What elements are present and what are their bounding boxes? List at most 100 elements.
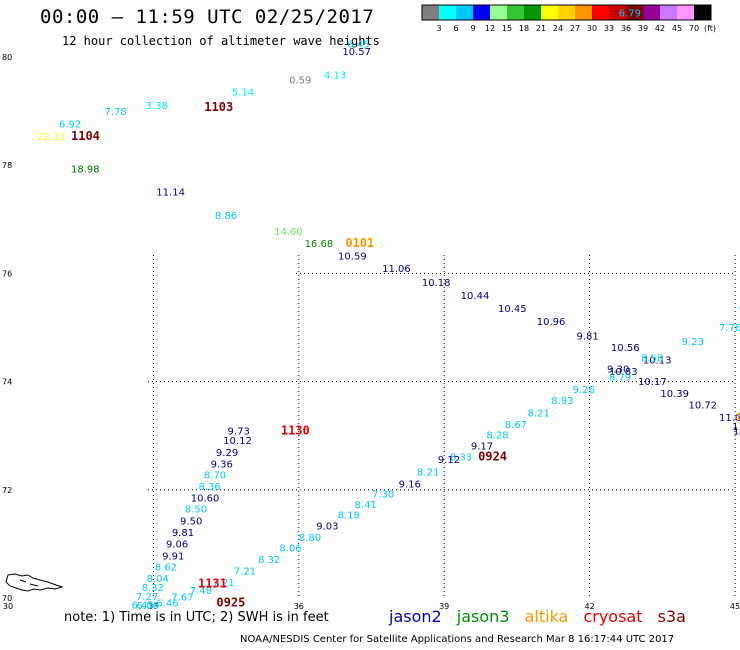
wave-height-label: 7.21 <box>213 578 235 589</box>
colorbar-swatch-8 <box>558 5 575 20</box>
wave-height-label: 8.04 <box>147 574 169 585</box>
wave-height-label: 10.13 <box>643 355 672 366</box>
wave-height-label: 10.45 <box>498 304 527 315</box>
wave-height-label: 8.41 <box>355 500 377 511</box>
colorbar-swatch-0 <box>422 5 439 20</box>
map-title: 00:00 – 11:59 UTC 02/25/2017 <box>40 6 375 28</box>
colorbar-swatch-9 <box>575 5 592 20</box>
wave-height-label: 7.78 <box>104 107 126 118</box>
wave-height-label: 0.59 <box>289 76 311 87</box>
wave-height-label: 9.03 <box>316 522 338 533</box>
wave-height-label: 10.57 <box>342 47 371 58</box>
colorbar-tick-label: 6 <box>453 24 458 33</box>
wave-height-label: 11.6 <box>732 422 740 433</box>
wave-height-label: 9.36 <box>211 459 233 470</box>
wave-height-label: 7.8 <box>738 307 740 318</box>
colorbar-swatch-11 <box>609 5 626 20</box>
wave-height-label: 8.50 <box>185 505 207 516</box>
wave-height-label: 9.81 <box>577 332 599 343</box>
wave-height-label: 6.92 <box>59 120 81 131</box>
wave-height-label: 9.91 <box>162 551 184 562</box>
x-tick-label: 39 <box>439 602 449 611</box>
colorbar-swatch-15 <box>677 5 694 20</box>
pass-time-label: 0 <box>737 410 740 424</box>
wave-height-label: 8.58 <box>641 353 663 364</box>
wave-height-label: 10.17 <box>638 377 667 388</box>
colorbar-swatch-4 <box>490 5 507 20</box>
coastline-outline <box>5 573 64 592</box>
wave-height-label: 8.67 <box>505 420 527 431</box>
legend-s3a: s3a <box>657 607 686 626</box>
wave-height-label: 11.63 <box>733 426 740 437</box>
pass-time-label: 0924 <box>478 449 507 463</box>
colorbar-tick-label: 45 <box>672 24 682 33</box>
wave-height-label: 10.56 <box>611 343 640 354</box>
wave-height-label: 8.70 <box>204 471 226 482</box>
wave-height-label: 10.12 <box>223 436 252 447</box>
colorbar-swatch-16 <box>694 5 711 20</box>
wave-height-label: 8.36 <box>198 482 220 493</box>
pass-time-label: 1131 <box>198 576 227 590</box>
wave-height-label: 3.38 <box>146 101 168 112</box>
wave-height-label: 7.30 <box>372 490 394 501</box>
x-tick-label: 30 <box>3 602 13 611</box>
wave-height-label: 8.80 <box>299 533 321 544</box>
wave-height-label: 8.33 <box>450 452 472 463</box>
pass-time-label: 1103 <box>204 100 233 114</box>
wave-height-label: 9.06 <box>166 539 188 550</box>
wave-height-label: 8.28 <box>486 431 508 442</box>
wave-height-label: 6.79 <box>619 9 641 20</box>
wave-height-label: 9.17 <box>471 441 493 452</box>
wave-height-label: 8.18 <box>338 511 360 522</box>
wave-height-label: 7.48 <box>190 586 212 597</box>
credit-line: NOAA/NESDIS Center for Satellite Applica… <box>240 634 675 645</box>
legend-jason2: jason2 <box>389 607 442 626</box>
wave-height-label: 10.72 <box>688 400 717 411</box>
footer-note: note: 1) Time is in UTC; 2) SWH is in fe… <box>64 610 329 625</box>
legend-altika: altika <box>524 607 569 626</box>
colorbar-swatch-13 <box>643 5 660 20</box>
wave-height-label: 8.06 <box>279 544 301 555</box>
wave-height-label: 9.73 <box>228 426 250 437</box>
colorbar-swatch-2 <box>456 5 473 20</box>
wave-height-label: 10.60 <box>191 493 220 504</box>
wave-height-label: 16.68 <box>305 239 334 250</box>
colorbar-frame <box>421 4 712 21</box>
x-tick-label: 36 <box>294 602 304 611</box>
wave-height-colorbar: 3 6 9 12 15 18 21 24 27 30 33 36 39 42 45 70 (ft) <box>421 4 716 33</box>
colorbar-tick-label: 30 <box>587 24 597 33</box>
x-tick-label: 45 <box>730 602 740 611</box>
wave-height-label: 10.39 <box>660 389 689 400</box>
y-tick-label: 78 <box>2 161 12 170</box>
wave-height-label: 9.30 <box>607 365 629 376</box>
wave-height-label: 10.18 <box>422 278 451 289</box>
wave-height-label: 14.60 <box>274 227 303 238</box>
colorbar-unit: (ft) <box>704 24 716 33</box>
y-tick-label: 74 <box>2 378 12 387</box>
colorbar-tick-label: 24 <box>553 24 563 33</box>
wave-height-label: 10.96 <box>537 317 566 328</box>
colorbar-tick-label: 9 <box>470 24 475 33</box>
wave-height-label: 4.13 <box>324 70 346 81</box>
colorbar-tick-label: 18 <box>519 24 529 33</box>
wave-height-label: 9.23 <box>682 337 704 348</box>
satellite-legend: jason2 jason3 altika cryosat s3a <box>389 607 696 626</box>
y-tick-label: 80 <box>2 53 12 62</box>
wave-height-label: 7.76 <box>719 323 740 334</box>
colorbar-tick-label: 12 <box>485 24 495 33</box>
colorbar-tick-label: 39 <box>638 24 648 33</box>
colorbar-tick-label: 3 <box>436 24 441 33</box>
wave-height-label: 22.11 <box>37 132 66 143</box>
colorbar-swatch-3 <box>473 5 490 20</box>
pass-time-label: 1104 <box>71 129 100 143</box>
map-subtitle: 12 hour collection of altimeter wave hei… <box>62 34 380 48</box>
colorbar-tick-label: 15 <box>502 24 512 33</box>
wave-height-label: 6.06 <box>136 601 158 612</box>
axis-labels: 30 33 36 39 42 45 70 72 74 76 78 80 <box>2 53 740 611</box>
wave-height-label: 11.14 <box>156 188 185 199</box>
legend-jason3: jason3 <box>456 607 510 626</box>
y-tick-label: 70 <box>2 594 12 603</box>
x-tick-label: 42 <box>585 602 595 611</box>
